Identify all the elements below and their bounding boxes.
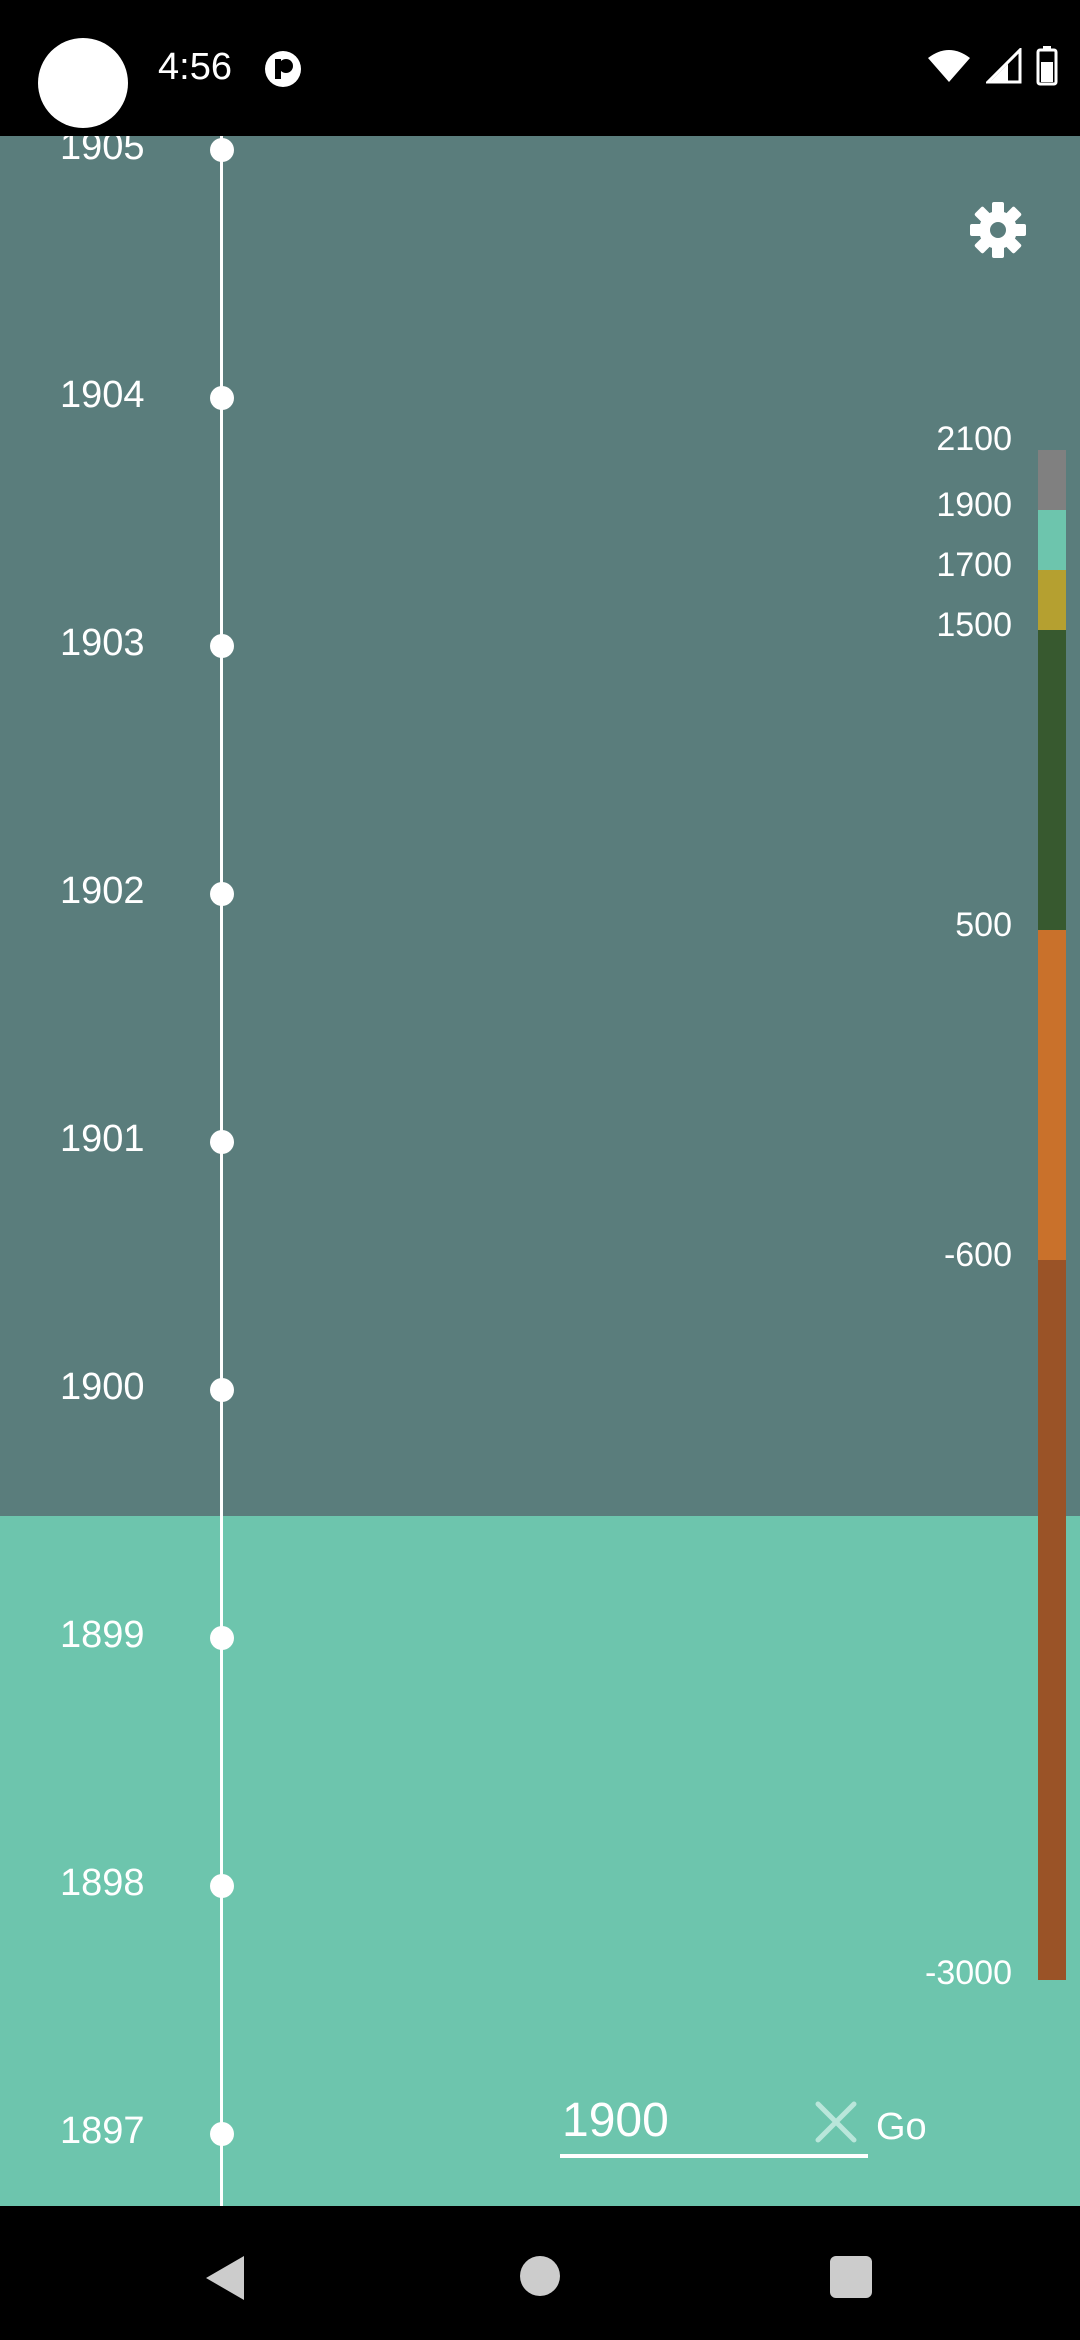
timeline-screen[interactable]: 1905 1904 1903 1902 1901 1900 1899 1898 … xyxy=(0,136,1080,2206)
cell-signal-icon xyxy=(986,48,1022,84)
home-icon[interactable] xyxy=(520,2256,560,2296)
scale-segment-olive[interactable] xyxy=(1038,570,1066,630)
timeline-year[interactable]: 1899 xyxy=(0,1608,300,1668)
year-marker xyxy=(210,634,234,658)
navigation-bar xyxy=(0,2206,1080,2340)
scale-segment-orange[interactable] xyxy=(1038,930,1066,1260)
back-icon[interactable] xyxy=(204,2254,246,2302)
timeline-year[interactable]: 1900 xyxy=(0,1360,300,1420)
year-label: 1903 xyxy=(60,622,145,664)
wifi-icon xyxy=(928,50,970,82)
timeline-year[interactable]: 1901 xyxy=(0,1112,300,1172)
app-notification-icon xyxy=(265,51,301,87)
year-marker xyxy=(210,1130,234,1154)
year-marker xyxy=(210,386,234,410)
scale-segment-darkgreen[interactable] xyxy=(1038,630,1066,930)
battery-icon xyxy=(1036,46,1058,86)
scale-segment-gray[interactable] xyxy=(1038,450,1066,510)
year-search-input[interactable] xyxy=(560,2086,868,2158)
timeline-year[interactable]: 1897 xyxy=(0,2104,300,2164)
scale-label: 500 xyxy=(955,906,1012,944)
year-marker xyxy=(210,1378,234,1402)
year-marker xyxy=(210,138,234,162)
year-label: 1904 xyxy=(60,374,145,416)
clear-icon[interactable] xyxy=(814,2100,858,2144)
year-marker xyxy=(210,1874,234,1898)
status-time: 4:56 xyxy=(158,46,232,88)
year-label: 1905 xyxy=(60,136,145,168)
year-marker xyxy=(210,1626,234,1650)
camera-cutout xyxy=(38,38,128,128)
scale-label: 2100 xyxy=(936,420,1012,458)
recent-apps-icon[interactable] xyxy=(830,2256,872,2298)
year-label: 1900 xyxy=(60,1366,145,1408)
era-band-modern xyxy=(0,136,1080,1516)
year-label: 1899 xyxy=(60,1614,145,1656)
year-label: 1897 xyxy=(60,2110,145,2152)
scale-segment-teal[interactable] xyxy=(1038,510,1066,570)
settings-gear-icon[interactable] xyxy=(966,198,1030,262)
timeline-year[interactable]: 1903 xyxy=(0,616,300,676)
year-label: 1901 xyxy=(60,1118,145,1160)
go-button[interactable]: Go xyxy=(876,2106,927,2148)
year-marker xyxy=(210,882,234,906)
timeline-axis xyxy=(220,136,223,2206)
scale-label: -3000 xyxy=(925,1954,1012,1992)
timeline-year[interactable]: 1902 xyxy=(0,864,300,924)
scale-label: 1900 xyxy=(936,486,1012,524)
timeline-year[interactable]: 1898 xyxy=(0,1856,300,1916)
year-label: 1902 xyxy=(60,870,145,912)
timeline-year[interactable]: 1905 xyxy=(0,136,300,180)
status-bar: 4:56 xyxy=(0,0,1080,136)
scale-label: -600 xyxy=(943,1236,1012,1274)
year-marker xyxy=(210,2122,234,2146)
timeline-year[interactable]: 1904 xyxy=(0,368,300,428)
scale-label: 1700 xyxy=(936,546,1012,584)
year-label: 1898 xyxy=(60,1862,145,1904)
era-band-recent xyxy=(0,1516,1080,2206)
scale-label: 1500 xyxy=(936,606,1012,644)
scale-segment-brown[interactable] xyxy=(1038,1260,1066,1980)
